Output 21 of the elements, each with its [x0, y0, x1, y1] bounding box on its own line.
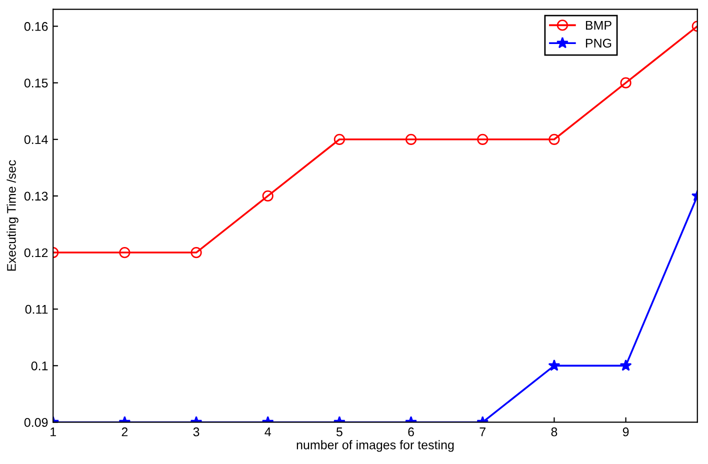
- x-tick-label: 8: [551, 427, 558, 436]
- x-tick-label: 3: [193, 427, 200, 436]
- legend-label: PNG: [586, 38, 612, 48]
- y-tick-label: 0.11: [25, 304, 48, 314]
- x-axis-title: number of images for testing: [296, 440, 454, 452]
- y-tick-label: 0.14: [24, 135, 48, 144]
- x-tick-label: 1: [50, 428, 56, 436]
- x-tick-label: 5: [336, 428, 342, 436]
- y-tick-label: 0.12: [24, 248, 48, 258]
- x-tick-label: 7: [480, 428, 486, 436]
- x-tick-label: 2: [122, 427, 128, 436]
- x-tick-label: 9: [622, 427, 629, 436]
- y-axis-title: Executing Time /sec: [6, 160, 18, 271]
- y-tick-label: 0.09: [24, 418, 48, 427]
- x-tick-label: 6: [408, 427, 414, 436]
- legend-label: BMP: [586, 20, 612, 30]
- y-tick-label: 0.13: [24, 192, 48, 201]
- y-tick-label: 0.15: [24, 78, 48, 88]
- y-tick-label: 0.16: [24, 22, 48, 31]
- x-tick-label: 4: [264, 428, 271, 436]
- y-tick-label: 0.1: [31, 361, 48, 370]
